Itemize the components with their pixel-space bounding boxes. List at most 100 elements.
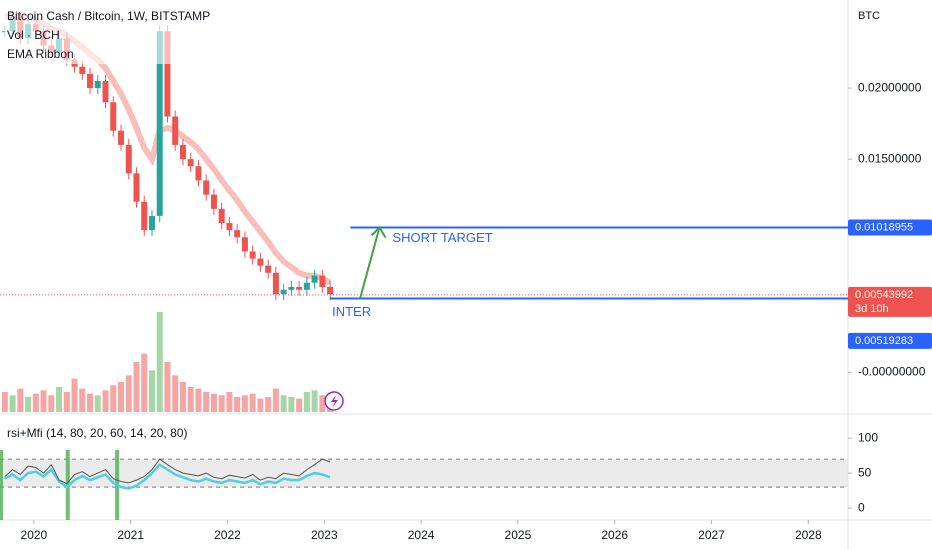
volume-bar xyxy=(203,392,210,412)
volume-bar xyxy=(118,382,125,412)
volume-bar xyxy=(1,392,8,412)
arrow xyxy=(359,227,381,299)
indicator-label: Vol · BCH xyxy=(7,28,60,42)
event-bolt xyxy=(331,395,338,408)
rsi-tick-label: 50 xyxy=(858,465,872,479)
x-tick-label: 2028 xyxy=(795,528,822,542)
volume-bar xyxy=(48,395,55,412)
price-label-box xyxy=(848,286,932,317)
arrow-head xyxy=(370,225,387,238)
volume-bar xyxy=(63,392,70,412)
candle-body xyxy=(141,201,148,231)
volume-bar xyxy=(71,378,78,412)
volume-bar xyxy=(40,390,47,412)
level-label: INTER xyxy=(332,304,371,319)
volume-bar xyxy=(319,395,326,412)
candle-body xyxy=(102,80,109,103)
volume-bar xyxy=(288,397,295,412)
candle-body xyxy=(164,31,171,117)
rsi-title: rsi+Mfi (14, 80, 20, 60, 14, 20, 80) xyxy=(7,426,187,440)
volume-bar xyxy=(94,395,101,412)
candle-body xyxy=(125,144,132,174)
candle-body xyxy=(319,275,326,287)
candle-body xyxy=(303,282,310,290)
volume-bar xyxy=(164,362,171,412)
candle-body xyxy=(272,272,279,295)
candle-body xyxy=(156,31,163,216)
candle-body xyxy=(327,286,334,295)
y-tick-label: 0.01500000 xyxy=(858,151,922,165)
x-tick-label: 2026 xyxy=(601,528,628,542)
price-label: 0.01018955 xyxy=(855,221,913,233)
volume-bar xyxy=(272,388,279,412)
candle-body xyxy=(148,215,155,231)
rsi-signal xyxy=(0,450,3,520)
volume-bar xyxy=(311,390,318,412)
volume-bar xyxy=(156,312,163,412)
overlay: Bitcoin Cash / Bitcoin, 1W, BITSTAMP Vol… xyxy=(4,8,932,542)
candle-body xyxy=(133,173,140,202)
volume-bar xyxy=(195,388,202,412)
candle-body xyxy=(172,116,179,145)
candle-body xyxy=(280,289,287,295)
candle-body xyxy=(311,275,318,283)
volume-bar xyxy=(257,398,264,412)
y-tick-label: -0.00000000 xyxy=(858,364,926,378)
volume-bar xyxy=(303,392,310,412)
volume-bar xyxy=(25,397,32,412)
volume-bar xyxy=(79,388,86,412)
volume-bar xyxy=(218,395,225,412)
volume-bar xyxy=(296,398,303,412)
volume-bar xyxy=(280,395,287,412)
volume-bar xyxy=(234,397,241,412)
candle-body xyxy=(118,130,125,145)
volume-bar xyxy=(56,387,63,412)
countdown: 3d 10h xyxy=(855,303,889,315)
rsi-tick-label: 0 xyxy=(858,500,865,514)
rsi-tick-label: 100 xyxy=(858,430,878,444)
volume-bar xyxy=(32,393,39,412)
candle-body xyxy=(249,251,256,259)
candle-body xyxy=(241,237,248,252)
price-label-box xyxy=(848,219,932,236)
volume-bar xyxy=(210,393,217,412)
x-tick-label: 2025 xyxy=(505,528,532,542)
candle-body xyxy=(110,102,117,131)
level-label: SHORT TARGET xyxy=(392,230,492,245)
x-tick-label: 2024 xyxy=(408,528,435,542)
candle-body xyxy=(234,230,241,238)
candle-body xyxy=(203,180,210,195)
currency-label: BTC xyxy=(858,10,880,22)
x-tick-label: 2022 xyxy=(214,528,241,542)
x-tick-label: 2023 xyxy=(311,528,338,542)
candle-body xyxy=(288,286,295,290)
candle-body xyxy=(210,194,217,209)
candle-body xyxy=(257,258,264,266)
volume-bar xyxy=(110,385,117,412)
candle-body xyxy=(218,208,225,224)
volume-bar xyxy=(187,387,194,412)
candle-body xyxy=(296,286,303,290)
y-tick-label: 0.02000000 xyxy=(858,80,922,94)
chart-title: Bitcoin Cash / Bitcoin, 1W, BITSTAMP xyxy=(7,9,210,23)
marks xyxy=(0,11,852,524)
candle-body xyxy=(195,166,202,181)
candle-body xyxy=(87,73,94,89)
legend-backdrop xyxy=(4,8,224,64)
price-label: 0.00519283 xyxy=(855,335,913,347)
rsi-line xyxy=(4,458,331,485)
candle-body xyxy=(187,159,194,167)
volume-bar xyxy=(87,393,94,412)
volume-bar xyxy=(249,393,256,412)
mfi-line xyxy=(4,463,331,490)
volume-bar xyxy=(179,382,186,412)
x-tick-label: 2021 xyxy=(117,528,144,542)
volume-bar xyxy=(241,395,248,412)
price-label-box xyxy=(848,332,932,349)
volume-bar xyxy=(172,375,179,412)
candle-body xyxy=(94,80,101,89)
x-tick-label: 2020 xyxy=(21,528,48,542)
volume-bar xyxy=(102,390,109,412)
